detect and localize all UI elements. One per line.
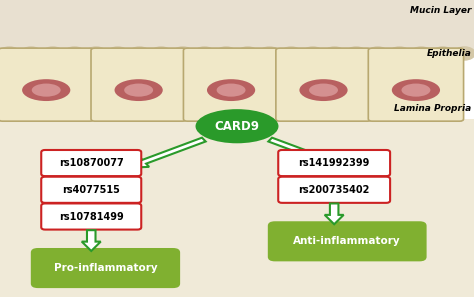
FancyBboxPatch shape — [268, 221, 427, 261]
Circle shape — [108, 47, 128, 60]
Circle shape — [302, 47, 323, 60]
Circle shape — [42, 47, 63, 60]
Circle shape — [129, 47, 150, 60]
Polygon shape — [325, 203, 344, 224]
Circle shape — [259, 47, 280, 60]
Text: rs10781499: rs10781499 — [59, 211, 124, 222]
Circle shape — [346, 47, 366, 60]
FancyBboxPatch shape — [41, 203, 141, 230]
FancyBboxPatch shape — [31, 248, 180, 288]
Circle shape — [21, 47, 42, 60]
Circle shape — [411, 47, 432, 60]
Bar — [0, 119, 474, 297]
Text: Anti-inflammatory: Anti-inflammatory — [293, 236, 401, 246]
FancyBboxPatch shape — [368, 48, 464, 121]
Circle shape — [454, 47, 474, 60]
Circle shape — [173, 47, 193, 60]
FancyBboxPatch shape — [41, 150, 141, 176]
FancyBboxPatch shape — [91, 48, 186, 121]
Text: rs200735402: rs200735402 — [299, 185, 370, 195]
FancyBboxPatch shape — [278, 177, 390, 203]
FancyBboxPatch shape — [276, 48, 371, 121]
Text: Lamina Propria: Lamina Propria — [394, 104, 472, 113]
Circle shape — [367, 47, 388, 60]
Text: CARD9: CARD9 — [215, 120, 259, 133]
Circle shape — [237, 47, 258, 60]
Circle shape — [432, 47, 453, 60]
Text: rs141992399: rs141992399 — [299, 158, 370, 168]
Text: rs10870077: rs10870077 — [59, 158, 124, 168]
Bar — [0, 0, 474, 53]
Ellipse shape — [22, 79, 70, 101]
Ellipse shape — [124, 83, 153, 97]
Ellipse shape — [32, 83, 61, 97]
Circle shape — [194, 47, 215, 60]
Circle shape — [64, 47, 85, 60]
Ellipse shape — [392, 79, 440, 101]
Ellipse shape — [217, 83, 246, 97]
Circle shape — [389, 47, 410, 60]
Circle shape — [0, 47, 20, 60]
Text: Pro-inflammatory: Pro-inflammatory — [54, 263, 157, 273]
Text: rs4077515: rs4077515 — [62, 185, 120, 195]
FancyBboxPatch shape — [41, 177, 141, 203]
Ellipse shape — [207, 79, 255, 101]
Polygon shape — [268, 138, 346, 168]
FancyBboxPatch shape — [183, 48, 279, 121]
Circle shape — [324, 47, 345, 60]
Ellipse shape — [300, 79, 347, 101]
Circle shape — [86, 47, 107, 60]
FancyBboxPatch shape — [278, 150, 390, 176]
Circle shape — [281, 47, 301, 60]
Text: Epithelia: Epithelia — [427, 49, 472, 58]
Polygon shape — [128, 138, 206, 168]
Polygon shape — [82, 230, 100, 251]
Ellipse shape — [401, 83, 430, 97]
Ellipse shape — [309, 83, 338, 97]
Ellipse shape — [115, 79, 163, 101]
Circle shape — [151, 47, 172, 60]
Ellipse shape — [195, 109, 279, 143]
Text: Mucin Layer: Mucin Layer — [410, 6, 472, 15]
Circle shape — [216, 47, 237, 60]
FancyBboxPatch shape — [0, 48, 94, 121]
